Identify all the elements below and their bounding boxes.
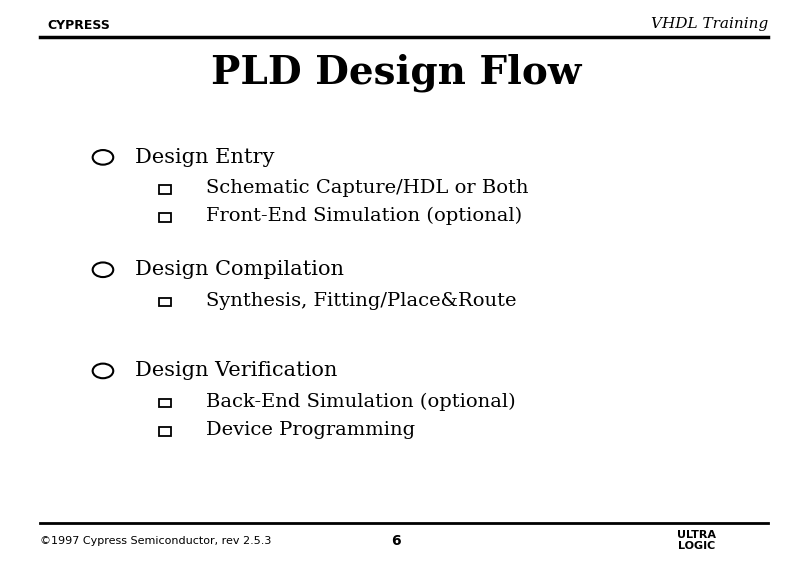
Text: Design Entry: Design Entry <box>135 148 274 167</box>
Text: Design Verification: Design Verification <box>135 361 337 380</box>
Text: Device Programming: Device Programming <box>206 421 415 439</box>
Text: ©1997 Cypress Semiconductor, rev 2.5.3: ©1997 Cypress Semiconductor, rev 2.5.3 <box>40 536 271 546</box>
Text: Schematic Capture/HDL or Both: Schematic Capture/HDL or Both <box>206 179 528 197</box>
Text: CYPRESS: CYPRESS <box>48 19 110 32</box>
Text: VHDL Training: VHDL Training <box>651 17 768 31</box>
Text: Back-End Simulation (optional): Back-End Simulation (optional) <box>206 393 516 411</box>
Text: PLD Design Flow: PLD Design Flow <box>211 54 581 92</box>
Text: Design Compilation: Design Compilation <box>135 260 344 279</box>
Text: ULTRA
LOGIC: ULTRA LOGIC <box>677 530 717 551</box>
Text: Synthesis, Fitting/Place&Route: Synthesis, Fitting/Place&Route <box>206 292 516 310</box>
Text: Front-End Simulation (optional): Front-End Simulation (optional) <box>206 207 522 225</box>
Text: 6: 6 <box>391 534 401 547</box>
